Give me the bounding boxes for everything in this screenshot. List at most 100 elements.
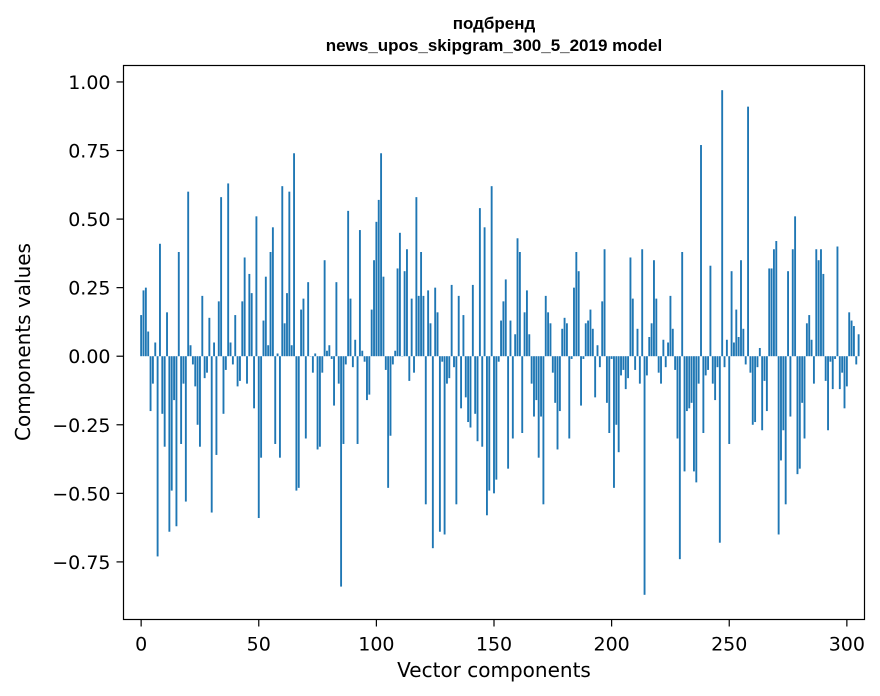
- bar-125: [434, 287, 437, 357]
- bar-298: [841, 356, 844, 373]
- bar-281: [801, 356, 804, 403]
- bar-25: [199, 356, 201, 447]
- bar-103: [382, 276, 385, 357]
- bar-99: [373, 260, 375, 357]
- bar-17: [180, 356, 183, 444]
- bar-236: [695, 356, 698, 483]
- bar-112: [403, 271, 406, 357]
- bar-133: [453, 356, 455, 368]
- bar-253: [735, 309, 738, 357]
- bar-257: [744, 356, 747, 365]
- bar-291: [824, 356, 827, 381]
- bar-210: [634, 356, 637, 370]
- bar-258: [747, 106, 749, 357]
- bar-195: [598, 356, 601, 368]
- bar-187: [580, 356, 582, 406]
- bar-272: [780, 356, 782, 461]
- bar-71: [307, 282, 310, 357]
- bars-group: [140, 90, 860, 595]
- bar-301: [848, 312, 851, 357]
- bar-30: [210, 356, 213, 513]
- bar-154: [502, 301, 505, 357]
- bar-245: [716, 356, 719, 368]
- bar-266: [765, 356, 768, 412]
- bar-81: [330, 356, 333, 359]
- bar-251: [730, 271, 733, 357]
- bar-164: [525, 290, 528, 357]
- bar-119: [420, 252, 423, 357]
- bar-239: [702, 356, 705, 433]
- bar-28: [206, 356, 208, 373]
- bar-43: [241, 301, 244, 357]
- bar-220: [657, 356, 660, 373]
- bar-83: [335, 282, 338, 357]
- bar-97: [368, 356, 371, 395]
- bar-181: [565, 323, 568, 357]
- bar-26: [201, 295, 204, 357]
- bar-132: [450, 284, 453, 357]
- bar-37: [227, 183, 230, 357]
- bar-92: [356, 356, 359, 444]
- bar-39: [231, 356, 234, 365]
- bar-12: [168, 356, 171, 532]
- bar-139: [467, 356, 470, 423]
- bar-176: [554, 356, 557, 403]
- bar-152: [497, 356, 500, 362]
- bar-235: [693, 356, 695, 472]
- bar-149: [490, 186, 493, 357]
- bar-185: [575, 252, 578, 357]
- bar-212: [638, 356, 641, 384]
- bar-104: [384, 356, 387, 370]
- bar-240: [704, 356, 707, 376]
- bar-8: [159, 243, 161, 357]
- bar-234: [690, 356, 693, 403]
- y-axis-label: Components values: [11, 243, 35, 441]
- bar-209: [631, 298, 634, 357]
- bar-254: [737, 337, 740, 357]
- bar-288: [817, 260, 820, 357]
- bar-55: [269, 252, 272, 357]
- bar-153: [500, 320, 502, 357]
- bar-274: [784, 356, 787, 505]
- bar-14: [173, 356, 176, 401]
- bar-101: [377, 199, 380, 357]
- bar-131: [448, 356, 451, 379]
- bar-259: [749, 356, 752, 373]
- bar-193: [594, 356, 597, 398]
- bar-158: [511, 356, 514, 439]
- bar-40: [234, 315, 237, 357]
- bar-110: [398, 232, 401, 357]
- bar-171: [542, 356, 545, 505]
- bar-232: [685, 356, 688, 412]
- bar-87: [344, 356, 347, 365]
- bar-169: [537, 356, 540, 458]
- bar-105: [387, 356, 390, 488]
- bar-194: [596, 345, 599, 357]
- bar-7: [156, 356, 159, 557]
- bar-241: [707, 356, 710, 370]
- bar-102: [380, 153, 383, 357]
- bar-163: [523, 312, 526, 357]
- bar-299: [843, 356, 846, 409]
- bar-228: [676, 356, 679, 439]
- bar-285: [810, 339, 813, 357]
- y-tick-label: −0.75: [52, 552, 110, 574]
- bar-93: [358, 230, 361, 357]
- bar-178: [558, 356, 561, 412]
- bar-0: [140, 315, 143, 357]
- bar-263: [758, 347, 761, 357]
- x-tick-label: 50: [247, 634, 271, 656]
- y-tick-label: 0.25: [68, 278, 110, 300]
- bar-144: [478, 208, 481, 357]
- bar-223: [664, 356, 667, 368]
- bar-297: [838, 356, 841, 390]
- bar-127: [438, 356, 441, 532]
- bar-216: [648, 337, 651, 357]
- bar-206: [624, 356, 627, 390]
- bar-214: [643, 356, 646, 595]
- bar-57: [274, 356, 277, 444]
- bar-122: [427, 290, 430, 357]
- bar-250: [728, 356, 731, 444]
- bar-244: [714, 356, 717, 401]
- bar-246: [718, 356, 721, 543]
